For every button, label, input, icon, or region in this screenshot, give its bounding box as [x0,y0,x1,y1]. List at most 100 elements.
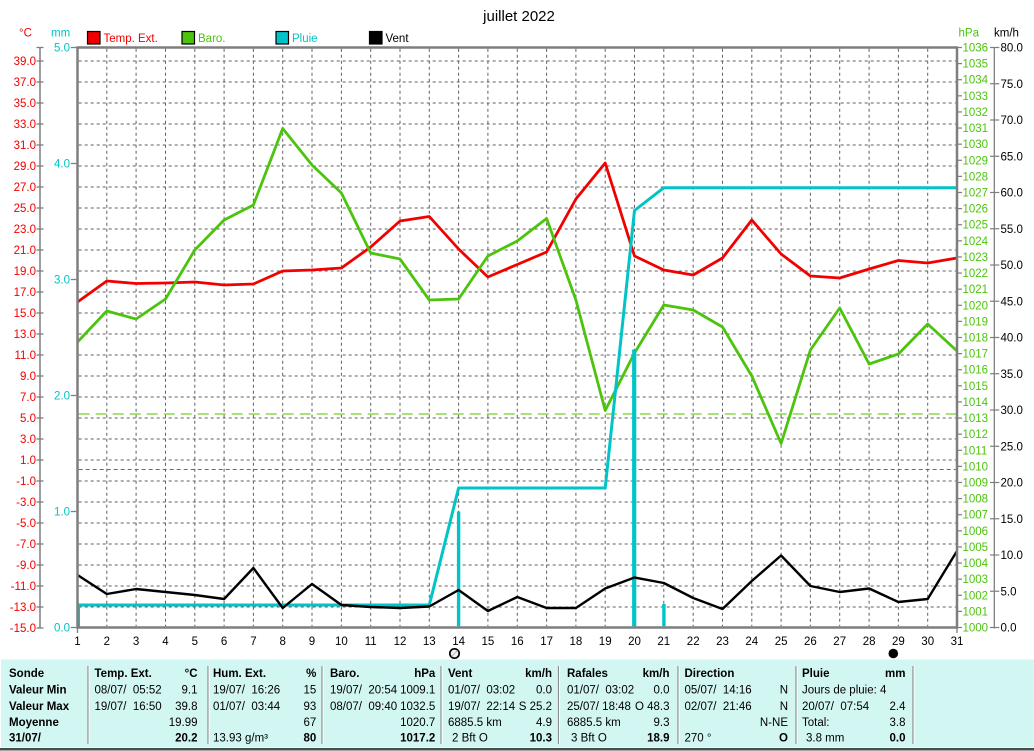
svg-text:mm: mm [51,28,70,40]
svg-text:6885.5 km: 6885.5 km [567,717,621,729]
svg-text:1020.7: 1020.7 [400,717,435,729]
svg-text:30: 30 [921,636,934,648]
svg-text:S 25.2: S 25.2 [519,701,552,713]
svg-text:21.0: 21.0 [14,245,36,257]
svg-text:1005: 1005 [963,542,989,554]
svg-text:39.0: 39.0 [14,56,36,68]
svg-text:01/07/ 03:44: 01/07/ 03:44 [213,701,281,713]
svg-text:1013: 1013 [963,413,989,425]
svg-text:Vent: Vent [386,33,410,45]
svg-text:1.0: 1.0 [54,507,70,519]
svg-text:N: N [780,684,788,696]
svg-text:-1.0: -1.0 [16,476,36,488]
svg-text:1034: 1034 [963,75,989,87]
svg-text:Temp. Ext.: Temp. Ext. [104,33,158,45]
svg-text:1.0: 1.0 [20,455,36,467]
svg-text:1010: 1010 [963,461,989,473]
svg-text:2.0: 2.0 [54,391,70,403]
svg-text:hPa: hPa [959,28,980,40]
svg-text:80: 80 [304,733,317,745]
svg-text:8: 8 [279,636,285,648]
svg-text:5.0: 5.0 [20,413,36,425]
svg-text:1032: 1032 [963,107,989,119]
svg-text:25.0: 25.0 [14,203,36,215]
svg-text:75.0: 75.0 [1001,79,1023,91]
svg-text:3.0: 3.0 [54,275,70,287]
svg-text:1032.5: 1032.5 [400,701,435,713]
svg-text:Vent: Vent [448,668,472,680]
svg-text:1017.2: 1017.2 [400,733,435,745]
svg-text:9: 9 [309,636,315,648]
svg-text:2.4: 2.4 [890,701,907,713]
svg-text:Sonde: Sonde [9,668,44,680]
svg-text:16: 16 [511,636,524,648]
svg-text:4: 4 [162,636,169,648]
svg-text:23: 23 [716,636,729,648]
svg-text:19/07/ 16:26: 19/07/ 16:26 [213,684,280,696]
svg-text:270 °: 270 ° [685,733,712,745]
svg-text:37.0: 37.0 [14,77,36,89]
svg-text:08/07/ 05:52: 08/07/ 05:52 [95,684,162,696]
svg-text:9.1: 9.1 [182,684,198,696]
svg-text:31: 31 [951,636,964,648]
svg-text:3.8 mm: 3.8 mm [806,733,844,745]
svg-text:1026: 1026 [963,204,989,216]
svg-text:02/07/ 21:46: 02/07/ 21:46 [685,701,752,713]
svg-text:5.0: 5.0 [54,43,70,55]
svg-text:1022: 1022 [963,268,989,280]
svg-text:18: 18 [570,636,583,648]
svg-text:40.0: 40.0 [1001,333,1023,345]
svg-text:6885.5 km: 6885.5 km [448,717,502,729]
svg-text:1002: 1002 [963,590,989,602]
svg-text:0.0: 0.0 [54,623,70,635]
svg-text:km/h: km/h [994,28,1019,40]
svg-text:juillet 2022: juillet 2022 [482,8,555,25]
svg-text:-15.0: -15.0 [10,623,36,635]
svg-text:1019: 1019 [963,316,989,328]
svg-text:11: 11 [365,636,377,648]
svg-text:1029: 1029 [963,155,989,167]
svg-text:1016: 1016 [963,365,989,377]
svg-text:1025: 1025 [963,220,989,232]
svg-text:45.0: 45.0 [1001,296,1023,308]
svg-text:29.0: 29.0 [14,161,36,173]
svg-text:28: 28 [863,636,876,648]
svg-text:%: % [306,668,316,680]
svg-text:1024: 1024 [963,236,989,248]
svg-text:1027: 1027 [963,188,989,200]
svg-text:19/07/ 20:54: 19/07/ 20:54 [330,684,398,696]
svg-text:Baro.: Baro. [198,33,226,45]
svg-text:mm: mm [885,668,905,680]
svg-text:Valeur Max: Valeur Max [9,701,70,713]
svg-text:3.8: 3.8 [890,717,906,729]
svg-text:18.9: 18.9 [647,733,669,745]
svg-text:km/h: km/h [525,668,552,680]
svg-text:1017: 1017 [963,349,989,361]
svg-text:1007: 1007 [963,510,989,522]
svg-text:12: 12 [394,636,407,648]
svg-text:7: 7 [250,636,256,648]
svg-text:1035: 1035 [963,59,989,71]
svg-text:27.0: 27.0 [14,182,36,194]
svg-text:01/07/ 03:02: 01/07/ 03:02 [448,684,515,696]
svg-text:39.8: 39.8 [175,701,197,713]
svg-text:15: 15 [304,684,317,696]
svg-text:-9.0: -9.0 [16,560,36,572]
svg-text:1033: 1033 [963,91,989,103]
svg-text:15.0: 15.0 [14,308,36,320]
svg-text:20: 20 [628,636,641,648]
svg-text:9.3: 9.3 [654,717,670,729]
svg-text:5: 5 [192,636,198,648]
svg-text:22: 22 [687,636,700,648]
svg-text:19/07/ 16:50: 19/07/ 16:50 [95,701,162,713]
svg-text:1031: 1031 [963,123,989,135]
svg-text:55.0: 55.0 [1001,224,1023,236]
svg-text:17.0: 17.0 [14,287,36,299]
svg-text:Temp. Ext.: Temp. Ext. [95,668,152,680]
svg-text:25/07/ 18:48: 25/07/ 18:48 [567,701,631,713]
svg-text:Hum. Ext.: Hum. Ext. [213,668,266,680]
svg-text:20/07/ 07:54: 20/07/ 07:54 [802,701,870,713]
svg-text:O: O [779,733,788,745]
svg-text:29: 29 [892,636,905,648]
svg-text:3.0: 3.0 [20,434,36,446]
